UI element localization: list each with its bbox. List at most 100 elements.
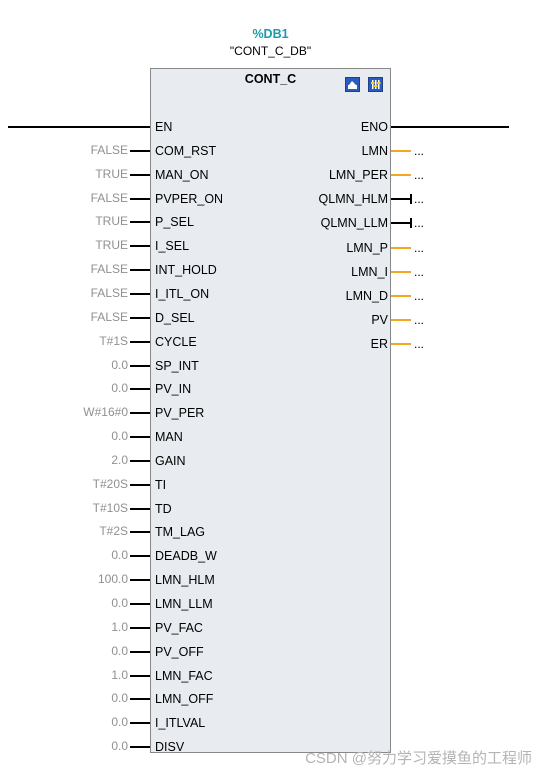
- input-pin-label: LMN_LLM: [155, 597, 213, 611]
- input-pin-value[interactable]: 100.0: [97, 572, 128, 586]
- output-wire: [391, 126, 509, 128]
- output-wire: [391, 222, 411, 224]
- output-pin-value[interactable]: ...: [414, 337, 425, 351]
- input-pin-value[interactable]: 0.0: [111, 715, 128, 729]
- input-pin-value[interactable]: FALSE: [90, 262, 128, 276]
- output-pin-value[interactable]: ...: [414, 216, 425, 230]
- input-wire: [130, 698, 150, 700]
- output-pin-value[interactable]: ...: [414, 192, 425, 206]
- input-pin-value[interactable]: T#2S: [99, 524, 128, 538]
- input-pin-label: LMN_FAC: [155, 669, 213, 683]
- input-pin-label: CYCLE: [155, 335, 197, 349]
- output-wire: [391, 247, 411, 249]
- output-pin-value[interactable]: ...: [414, 313, 425, 327]
- open-block-icon[interactable]: [345, 77, 360, 92]
- output-pin-value[interactable]: ...: [414, 168, 425, 182]
- output-wire: [391, 343, 411, 345]
- input-pin-label: GAIN: [155, 454, 186, 468]
- input-wire: [130, 412, 150, 414]
- input-pin-value[interactable]: FALSE: [90, 143, 128, 157]
- input-pin-label: TM_LAG: [155, 525, 206, 539]
- output-wire: [391, 174, 411, 176]
- settings-icon[interactable]: [368, 77, 383, 92]
- input-wire: [130, 603, 150, 605]
- output-pin-label: QLMN_HLM: [318, 192, 388, 206]
- input-pin-label: PV_PER: [155, 406, 205, 420]
- input-wire: [130, 341, 150, 343]
- input-wire: [130, 722, 150, 724]
- input-pin-value[interactable]: 0.0: [111, 381, 128, 395]
- output-pin-value[interactable]: ...: [414, 144, 425, 158]
- input-wire: [130, 746, 150, 748]
- input-pin-value[interactable]: T#20S: [92, 477, 128, 491]
- input-wire: [130, 150, 150, 152]
- input-pin-label: EN: [155, 120, 173, 134]
- input-wire: [130, 484, 150, 486]
- instance-db-number[interactable]: %DB1: [252, 27, 289, 41]
- input-wire: [130, 675, 150, 677]
- input-wire: [8, 126, 150, 128]
- output-pin-value[interactable]: ...: [414, 241, 425, 255]
- input-pin-label: PV_OFF: [155, 645, 204, 659]
- input-pin-label: DEADB_W: [155, 549, 217, 563]
- input-pin-value[interactable]: FALSE: [90, 310, 128, 324]
- input-wire: [130, 508, 150, 510]
- input-pin-label: D_SEL: [155, 311, 195, 325]
- input-pin-label: I_SEL: [155, 239, 190, 253]
- input-pin-label: TI: [155, 478, 167, 492]
- input-pin-label: INT_HOLD: [155, 263, 217, 277]
- input-pin-value[interactable]: TRUE: [95, 214, 128, 228]
- output-wire-end-tick: [410, 218, 412, 228]
- output-wire-end-tick: [410, 194, 412, 204]
- output-pin-value[interactable]: ...: [414, 289, 425, 303]
- input-pin-value[interactable]: 0.0: [111, 739, 128, 753]
- input-pin-label: COM_RST: [155, 144, 217, 158]
- input-pin-label: PV_IN: [155, 382, 192, 396]
- input-pin-value[interactable]: FALSE: [90, 191, 128, 205]
- output-wire: [391, 198, 411, 200]
- input-pin-label: MAN_ON: [155, 168, 209, 182]
- input-pin-value[interactable]: T#1S: [99, 334, 128, 348]
- input-pin-label: MAN: [155, 430, 183, 444]
- input-wire: [130, 317, 150, 319]
- output-wire: [391, 150, 411, 152]
- watermark: CSDN @努力学习爱摸鱼的工程师: [305, 750, 532, 767]
- input-wire: [130, 174, 150, 176]
- input-pin-value[interactable]: W#16#0: [83, 405, 128, 419]
- input-wire: [130, 436, 150, 438]
- input-pin-value[interactable]: TRUE: [95, 167, 128, 181]
- function-block-body[interactable]: [150, 68, 391, 753]
- input-wire: [130, 221, 150, 223]
- input-pin-value[interactable]: 1.0: [111, 668, 128, 682]
- output-wire: [391, 295, 411, 297]
- input-wire: [130, 460, 150, 462]
- input-pin-value[interactable]: 1.0: [111, 620, 128, 634]
- input-wire: [130, 531, 150, 533]
- input-pin-label: LMN_OFF: [155, 692, 214, 706]
- output-pin-label: LMN_PER: [328, 168, 388, 182]
- output-pin-label: LMN: [361, 144, 388, 158]
- input-pin-value[interactable]: 0.0: [111, 358, 128, 372]
- output-wire: [391, 271, 411, 273]
- input-wire: [130, 245, 150, 247]
- input-pin-value[interactable]: 0.0: [111, 429, 128, 443]
- output-pin-label: LMN_P: [346, 241, 388, 255]
- input-wire: [130, 365, 150, 367]
- input-pin-value[interactable]: 2.0: [111, 453, 128, 467]
- output-pin-label: QLMN_LLM: [320, 216, 388, 230]
- input-pin-value[interactable]: 0.0: [111, 691, 128, 705]
- input-wire: [130, 651, 150, 653]
- input-pin-value[interactable]: 0.0: [111, 644, 128, 658]
- input-pin-label: SP_INT: [155, 359, 199, 373]
- input-pin-value[interactable]: FALSE: [90, 286, 128, 300]
- input-pin-label: LMN_HLM: [155, 573, 215, 587]
- input-wire: [130, 627, 150, 629]
- input-pin-value[interactable]: TRUE: [95, 238, 128, 252]
- instance-db-name[interactable]: "CONT_C_DB": [229, 44, 312, 58]
- input-pin-value[interactable]: 0.0: [111, 596, 128, 610]
- input-pin-value[interactable]: 0.0: [111, 548, 128, 562]
- output-pin-value[interactable]: ...: [414, 265, 425, 279]
- input-pin-label: DISV: [155, 740, 185, 754]
- output-wire: [391, 319, 411, 321]
- input-pin-value[interactable]: T#10S: [92, 501, 128, 515]
